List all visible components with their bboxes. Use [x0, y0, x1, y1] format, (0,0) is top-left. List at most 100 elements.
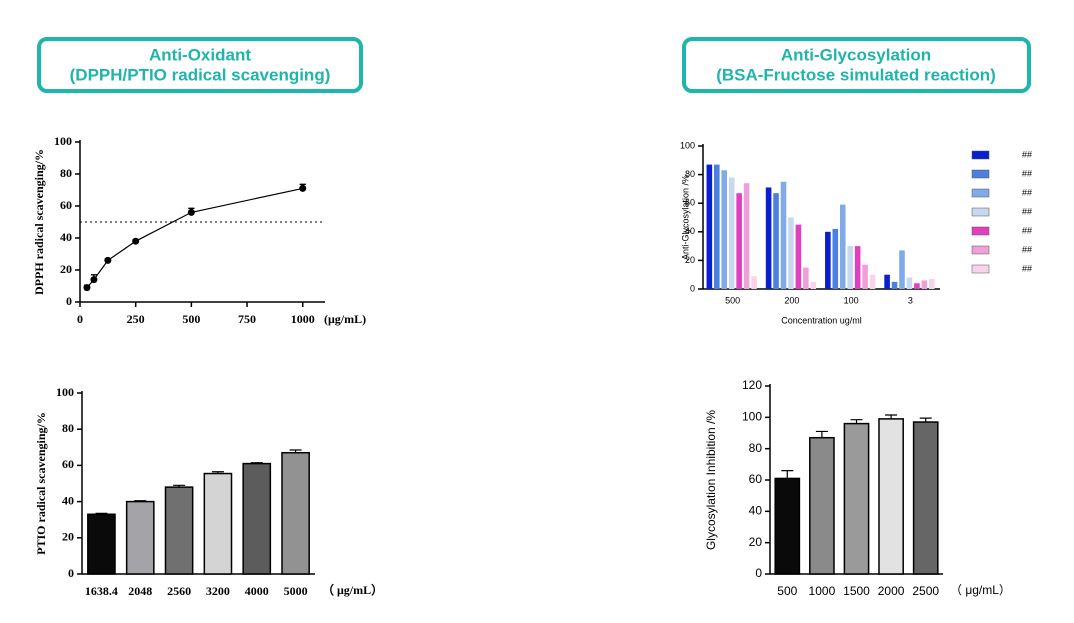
bar	[803, 267, 809, 289]
y-tick-label: 20	[62, 530, 74, 544]
bar	[795, 224, 802, 289]
bar	[921, 280, 928, 289]
x-tick-label: 0	[77, 312, 83, 326]
y-tick-label: 60	[749, 472, 763, 486]
y-tick-label: 0	[690, 283, 695, 293]
data-point	[187, 208, 195, 216]
y-tick-label: 40	[685, 226, 695, 236]
bar	[714, 164, 720, 289]
legend-swatch	[971, 245, 990, 255]
x-axis-label: （ μg/mL）	[950, 583, 1011, 597]
y-axis-label: PTIO radical scavenging/%	[34, 412, 48, 555]
error-bar	[781, 470, 794, 479]
legend-swatch	[971, 264, 990, 274]
y-tick-label: 20	[749, 535, 763, 549]
bar	[736, 193, 742, 289]
y-tick-label: 20	[685, 255, 695, 265]
data-point	[132, 237, 140, 245]
bar	[721, 170, 728, 289]
y-tick-label: 0	[66, 294, 72, 308]
y-tick-label: 80	[749, 441, 763, 455]
legend-swatch	[971, 207, 990, 217]
bar	[743, 183, 750, 289]
y-tick-label: 100	[54, 134, 72, 148]
y-axis-label: DPPH radical scavenging/%	[32, 149, 46, 295]
x-axis-label: （ μg/mL）	[322, 582, 383, 597]
y-tick-label: 0	[68, 566, 74, 580]
bar	[878, 418, 904, 575]
data-point	[104, 256, 112, 264]
fit-curve	[86, 187, 303, 288]
bar	[847, 246, 853, 289]
legend-swatch	[971, 169, 990, 179]
x-tick-label: 100	[844, 295, 859, 305]
x-tick-label: 5000	[284, 584, 308, 598]
x-tick-label: 1500	[843, 584, 870, 598]
bar	[891, 281, 898, 289]
x-tick-label: 750	[238, 312, 256, 326]
bar	[899, 250, 905, 289]
y-tick-label: 80	[60, 166, 72, 180]
bar	[832, 228, 839, 289]
y-tick-label: 80	[62, 421, 74, 435]
bar	[773, 193, 779, 289]
x-tick-label: 1638.4	[85, 584, 118, 598]
x-tick-label: 2048	[128, 584, 152, 598]
legend-label: ##	[1022, 149, 1032, 159]
bar	[854, 246, 861, 289]
legend-label: ##	[1022, 244, 1032, 254]
bar	[884, 274, 890, 289]
bar	[751, 276, 757, 289]
bar	[788, 217, 794, 289]
bar	[914, 283, 920, 289]
bar	[780, 181, 787, 289]
legend-label: ##	[1022, 206, 1032, 216]
x-tick-label: 3	[908, 295, 913, 305]
x-tick-label: 4000	[245, 584, 269, 598]
bar	[242, 462, 272, 575]
bar	[765, 187, 772, 289]
bar	[774, 477, 801, 575]
x-tick-label: 2560	[167, 584, 191, 598]
bar	[281, 451, 310, 575]
x-axis-label: Concentration ug/ml	[781, 315, 862, 325]
header-subtitle: (DPPH/PTIO radical scavenging)	[70, 65, 331, 84]
y-tick-label: 60	[685, 198, 695, 208]
y-tick-label: 40	[62, 493, 74, 507]
legend-label: ##	[1022, 168, 1032, 178]
y-tick-label: 40	[60, 230, 72, 244]
bar	[164, 486, 194, 575]
y-tick-label: 60	[60, 198, 72, 212]
x-tick-label: 500	[777, 584, 797, 598]
y-tick-label: 80	[685, 169, 695, 179]
header-subtitle: (BSA-Fructose simulated reaction)	[716, 65, 996, 84]
header-title: Anti-Oxidant	[149, 45, 251, 64]
y-tick-label: 120	[742, 378, 762, 392]
y-tick-label: 100	[56, 385, 74, 399]
x-tick-label: 3200	[206, 584, 230, 598]
y-tick-label: 100	[680, 140, 695, 150]
data-point	[299, 184, 307, 192]
x-tick-label: 2000	[878, 584, 905, 598]
legend-swatch	[971, 226, 990, 236]
legend-label: ##	[1022, 187, 1032, 197]
bar	[706, 164, 713, 289]
bar	[728, 177, 735, 289]
y-tick-label: 60	[62, 457, 74, 471]
legend-label: ##	[1022, 263, 1032, 273]
x-tick-label: 2500	[912, 584, 939, 598]
bar	[125, 500, 155, 575]
header-box	[682, 37, 1031, 93]
legend-swatch	[971, 188, 990, 198]
legend-label: ##	[1022, 225, 1032, 235]
bar	[862, 264, 868, 289]
error-bar	[815, 430, 828, 438]
header-title: Anti-Glycosylation	[781, 45, 931, 64]
y-axis-label: Anti-Glycosylation /%	[680, 175, 690, 260]
bar	[928, 278, 935, 289]
x-tick-label: 200	[784, 295, 799, 305]
bar	[810, 281, 817, 289]
header-box	[37, 37, 363, 93]
bar	[912, 421, 939, 575]
